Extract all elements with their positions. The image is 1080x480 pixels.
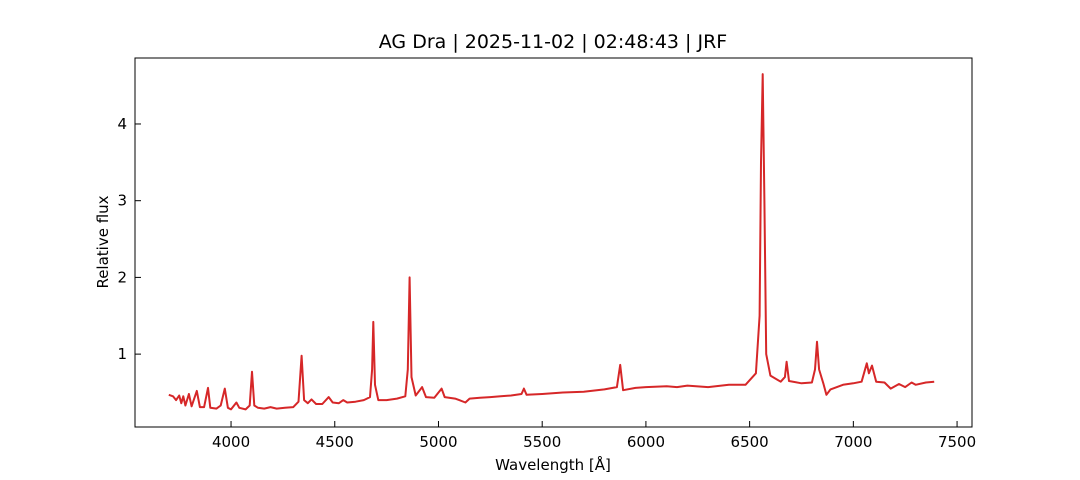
x-axis-label: Wavelength [Å] [495,455,611,474]
chart-title: AG Dra | 2025-11-02 | 02:48:43 | JRF [379,31,727,53]
spectrum-line [168,73,935,411]
x-tick-label: 6000 [627,433,665,451]
y-tick-label: 4 [117,115,127,133]
y-tick-label: 2 [117,268,127,286]
x-tick-label: 4500 [316,433,354,451]
x-tick-label: 5500 [523,433,561,451]
x-tick-label: 7000 [834,433,872,451]
x-tick-label: 7500 [938,433,976,451]
y-axis-label: Relative flux [94,195,112,288]
x-tick-label: 5000 [419,433,457,451]
plot-frame [134,57,973,428]
y-tick-label: 1 [117,345,127,363]
x-tick-label: 6500 [731,433,769,451]
y-tick-label: 3 [117,192,127,210]
x-tick-label: 4000 [212,433,250,451]
